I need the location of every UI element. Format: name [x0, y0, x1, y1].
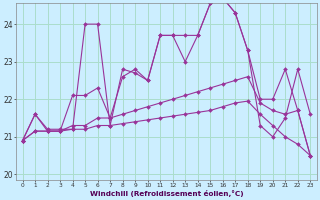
X-axis label: Windchill (Refroidissement éolien,°C): Windchill (Refroidissement éolien,°C)	[90, 190, 243, 197]
